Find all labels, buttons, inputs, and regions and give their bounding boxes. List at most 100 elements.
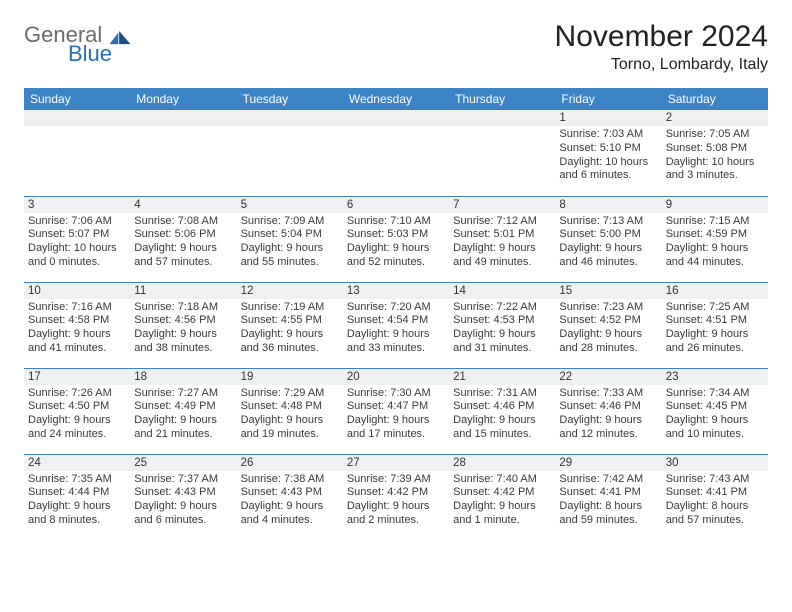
daylight-line1: Daylight: 9 hours bbox=[666, 242, 764, 256]
sunrise: Sunrise: 7:26 AM bbox=[28, 387, 126, 401]
daylight-line2: and 46 minutes. bbox=[559, 256, 657, 270]
daylight-line1: Daylight: 10 hours bbox=[666, 156, 764, 170]
daylight-line2: and 28 minutes. bbox=[559, 342, 657, 356]
day-cell: 29Sunrise: 7:42 AMSunset: 4:41 PMDayligh… bbox=[555, 454, 661, 540]
daylight-line2: and 2 minutes. bbox=[347, 514, 445, 528]
daylight-line1: Daylight: 8 hours bbox=[666, 500, 764, 514]
sunrise: Sunrise: 7:06 AM bbox=[28, 215, 126, 229]
day-details: Sunrise: 7:08 AMSunset: 5:06 PMDaylight:… bbox=[130, 213, 236, 274]
day-number: 16 bbox=[662, 283, 768, 299]
day-cell: 26Sunrise: 7:38 AMSunset: 4:43 PMDayligh… bbox=[237, 454, 343, 540]
daylight-line2: and 3 minutes. bbox=[666, 169, 764, 183]
daylight-line1: Daylight: 9 hours bbox=[347, 414, 445, 428]
daylight-line1: Daylight: 9 hours bbox=[347, 500, 445, 514]
day-number: 11 bbox=[130, 283, 236, 299]
sunrise: Sunrise: 7:43 AM bbox=[666, 473, 764, 487]
day-number: 7 bbox=[449, 197, 555, 213]
sunrise: Sunrise: 7:15 AM bbox=[666, 215, 764, 229]
day-cell: 17Sunrise: 7:26 AMSunset: 4:50 PMDayligh… bbox=[24, 368, 130, 454]
day-details: Sunrise: 7:19 AMSunset: 4:55 PMDaylight:… bbox=[237, 299, 343, 360]
sunset: Sunset: 4:43 PM bbox=[241, 486, 339, 500]
sunset: Sunset: 4:50 PM bbox=[28, 400, 126, 414]
day-details: Sunrise: 7:22 AMSunset: 4:53 PMDaylight:… bbox=[449, 299, 555, 360]
sunrise: Sunrise: 7:30 AM bbox=[347, 387, 445, 401]
sunrise: Sunrise: 7:23 AM bbox=[559, 301, 657, 315]
day-details: Sunrise: 7:23 AMSunset: 4:52 PMDaylight:… bbox=[555, 299, 661, 360]
daylight-line2: and 8 minutes. bbox=[28, 514, 126, 528]
daylight-line1: Daylight: 9 hours bbox=[241, 242, 339, 256]
sunset: Sunset: 4:43 PM bbox=[134, 486, 232, 500]
daylight-line1: Daylight: 9 hours bbox=[134, 500, 232, 514]
day-cell: 19Sunrise: 7:29 AMSunset: 4:48 PMDayligh… bbox=[237, 368, 343, 454]
day-number: 6 bbox=[343, 197, 449, 213]
day-details: Sunrise: 7:30 AMSunset: 4:47 PMDaylight:… bbox=[343, 385, 449, 446]
sunset: Sunset: 4:45 PM bbox=[666, 400, 764, 414]
daylight-line2: and 52 minutes. bbox=[347, 256, 445, 270]
day-cell: 8Sunrise: 7:13 AMSunset: 5:00 PMDaylight… bbox=[555, 196, 661, 282]
daylight-line1: Daylight: 9 hours bbox=[453, 500, 551, 514]
day-details bbox=[237, 126, 343, 132]
sunset: Sunset: 4:59 PM bbox=[666, 228, 764, 242]
sunrise: Sunrise: 7:29 AM bbox=[241, 387, 339, 401]
day-details: Sunrise: 7:35 AMSunset: 4:44 PMDaylight:… bbox=[24, 471, 130, 532]
week-row: 24Sunrise: 7:35 AMSunset: 4:44 PMDayligh… bbox=[24, 454, 768, 540]
day-cell bbox=[237, 110, 343, 196]
daylight-line2: and 33 minutes. bbox=[347, 342, 445, 356]
daylight-line1: Daylight: 9 hours bbox=[347, 328, 445, 342]
day-number bbox=[449, 110, 555, 126]
day-number: 3 bbox=[24, 197, 130, 213]
day-details bbox=[24, 126, 130, 132]
dow-friday: Friday bbox=[555, 88, 661, 110]
day-number: 26 bbox=[237, 455, 343, 471]
day-cell: 22Sunrise: 7:33 AMSunset: 4:46 PMDayligh… bbox=[555, 368, 661, 454]
day-details: Sunrise: 7:15 AMSunset: 4:59 PMDaylight:… bbox=[662, 213, 768, 274]
day-details: Sunrise: 7:42 AMSunset: 4:41 PMDaylight:… bbox=[555, 471, 661, 532]
daylight-line1: Daylight: 9 hours bbox=[453, 242, 551, 256]
day-number: 22 bbox=[555, 369, 661, 385]
daylight-line2: and 10 minutes. bbox=[666, 428, 764, 442]
day-number: 14 bbox=[449, 283, 555, 299]
day-header-row: Sunday Monday Tuesday Wednesday Thursday… bbox=[24, 88, 768, 110]
day-cell: 14Sunrise: 7:22 AMSunset: 4:53 PMDayligh… bbox=[449, 282, 555, 368]
sunset: Sunset: 4:42 PM bbox=[347, 486, 445, 500]
sunrise: Sunrise: 7:42 AM bbox=[559, 473, 657, 487]
daylight-line2: and 6 minutes. bbox=[134, 514, 232, 528]
day-number: 19 bbox=[237, 369, 343, 385]
day-cell bbox=[449, 110, 555, 196]
day-details: Sunrise: 7:43 AMSunset: 4:41 PMDaylight:… bbox=[662, 471, 768, 532]
brand-logo: General Blue bbox=[24, 24, 131, 65]
day-number bbox=[130, 110, 236, 126]
day-cell: 10Sunrise: 7:16 AMSunset: 4:58 PMDayligh… bbox=[24, 282, 130, 368]
sunrise: Sunrise: 7:31 AM bbox=[453, 387, 551, 401]
dow-monday: Monday bbox=[130, 88, 236, 110]
sunset: Sunset: 4:41 PM bbox=[559, 486, 657, 500]
day-number: 18 bbox=[130, 369, 236, 385]
sunset: Sunset: 5:07 PM bbox=[28, 228, 126, 242]
day-details: Sunrise: 7:39 AMSunset: 4:42 PMDaylight:… bbox=[343, 471, 449, 532]
day-cell: 25Sunrise: 7:37 AMSunset: 4:43 PMDayligh… bbox=[130, 454, 236, 540]
sunrise: Sunrise: 7:22 AM bbox=[453, 301, 551, 315]
sunrise: Sunrise: 7:05 AM bbox=[666, 128, 764, 142]
daylight-line2: and 49 minutes. bbox=[453, 256, 551, 270]
daylight-line1: Daylight: 9 hours bbox=[28, 414, 126, 428]
sunset: Sunset: 4:41 PM bbox=[666, 486, 764, 500]
daylight-line1: Daylight: 9 hours bbox=[241, 500, 339, 514]
daylight-line1: Daylight: 9 hours bbox=[559, 328, 657, 342]
day-cell: 4Sunrise: 7:08 AMSunset: 5:06 PMDaylight… bbox=[130, 196, 236, 282]
day-number: 12 bbox=[237, 283, 343, 299]
sunrise: Sunrise: 7:20 AM bbox=[347, 301, 445, 315]
day-details: Sunrise: 7:13 AMSunset: 5:00 PMDaylight:… bbox=[555, 213, 661, 274]
day-number: 27 bbox=[343, 455, 449, 471]
location: Torno, Lombardy, Italy bbox=[555, 56, 768, 74]
day-details: Sunrise: 7:37 AMSunset: 4:43 PMDaylight:… bbox=[130, 471, 236, 532]
sunrise: Sunrise: 7:16 AM bbox=[28, 301, 126, 315]
sunrise: Sunrise: 7:34 AM bbox=[666, 387, 764, 401]
sunset: Sunset: 4:58 PM bbox=[28, 314, 126, 328]
day-details: Sunrise: 7:27 AMSunset: 4:49 PMDaylight:… bbox=[130, 385, 236, 446]
day-number: 2 bbox=[662, 110, 768, 126]
sunrise: Sunrise: 7:08 AM bbox=[134, 215, 232, 229]
sunset: Sunset: 5:04 PM bbox=[241, 228, 339, 242]
daylight-line2: and 36 minutes. bbox=[241, 342, 339, 356]
day-details: Sunrise: 7:33 AMSunset: 4:46 PMDaylight:… bbox=[555, 385, 661, 446]
day-cell: 1Sunrise: 7:03 AMSunset: 5:10 PMDaylight… bbox=[555, 110, 661, 196]
